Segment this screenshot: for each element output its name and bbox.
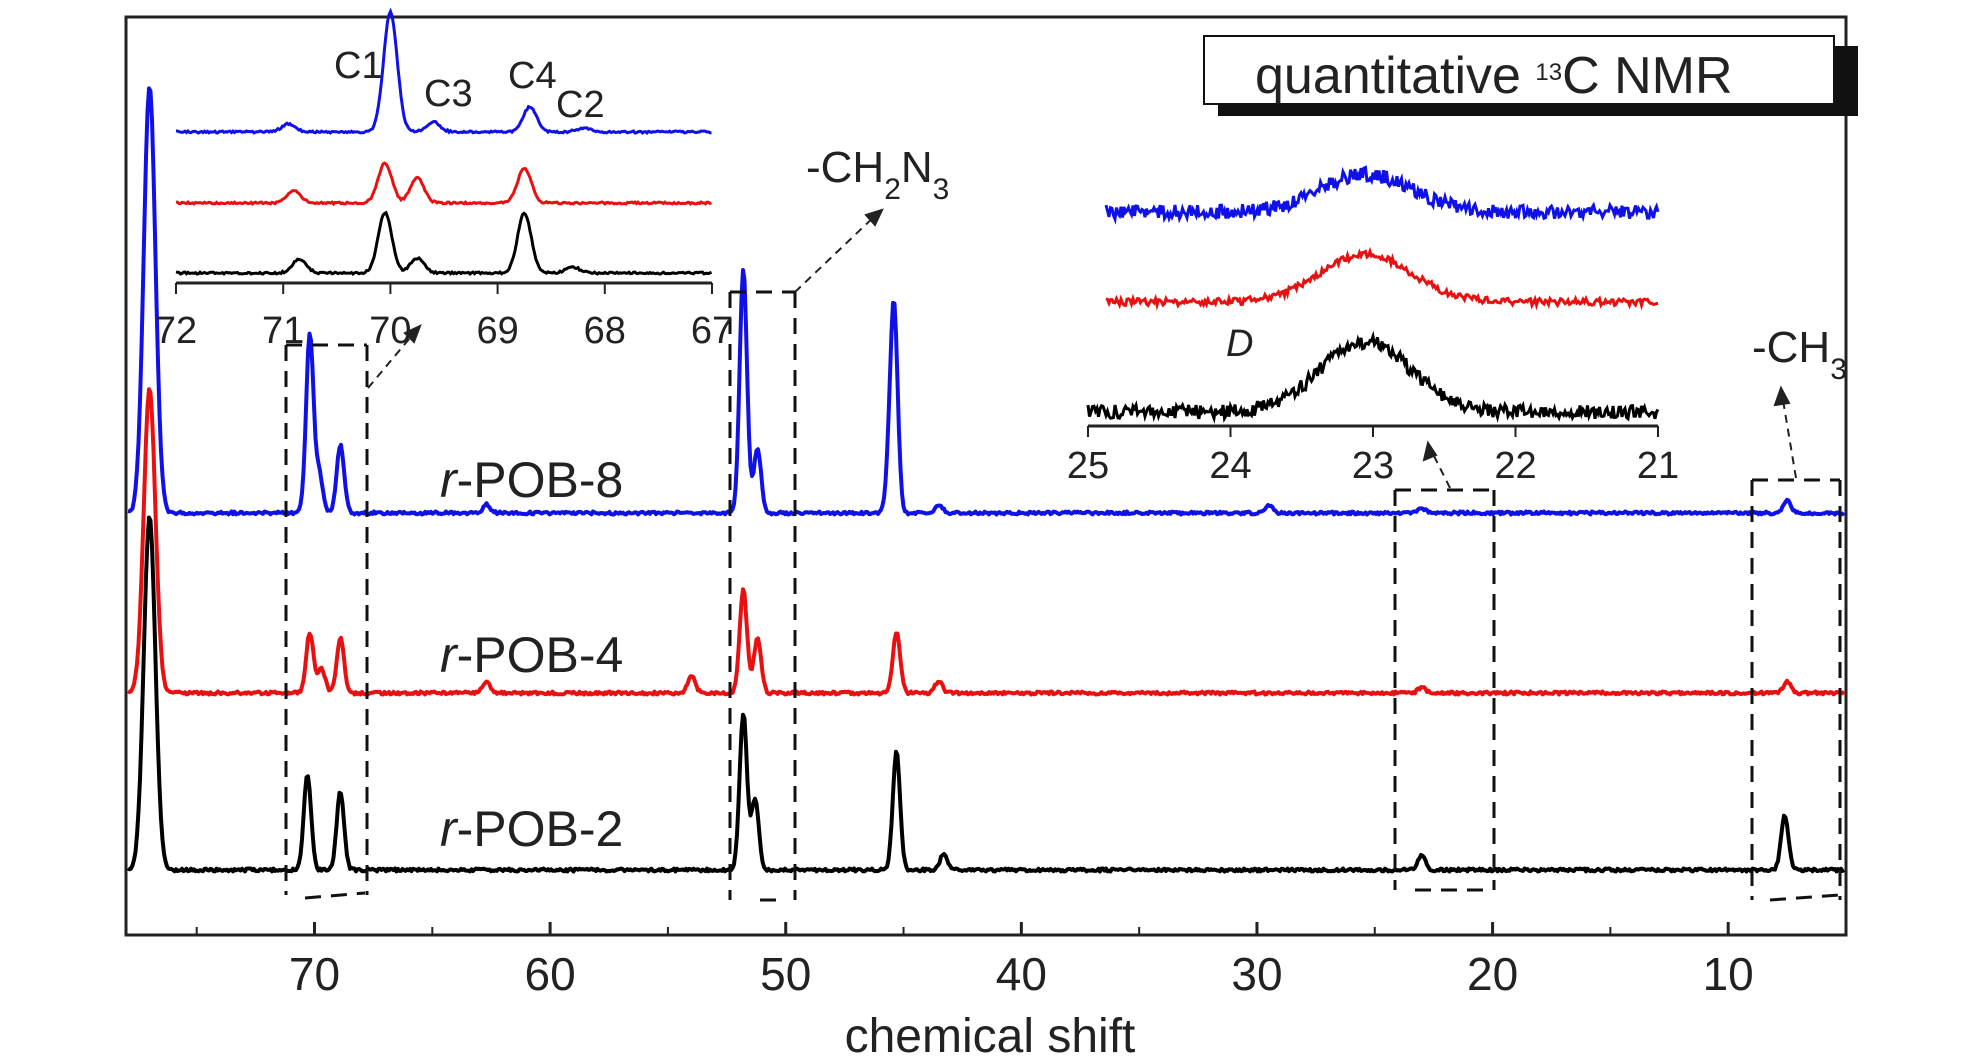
- inset-methylene: 25 24 23 22 21 D: [1067, 138, 1680, 487]
- x-tick-label-50: 50: [760, 948, 811, 1000]
- x-tick-label-10: 10: [1703, 948, 1754, 1000]
- chart-title: quantitative 13C NMR: [1255, 47, 1733, 105]
- inset2-tick-label-25: 25: [1067, 445, 1109, 487]
- inset1-tick-label-71: 71: [262, 310, 304, 352]
- zoom-box-methyl: [1750, 478, 1842, 902]
- inset1-tick-label-70: 70: [369, 310, 411, 352]
- methyl-annotation: -CH3: [1752, 323, 1847, 386]
- zoom-box-ether: [284, 343, 369, 900]
- inset-annotation-d: D: [1226, 323, 1253, 365]
- arrow-azide: [794, 212, 879, 293]
- inset2-tick-label-22: 22: [1494, 445, 1536, 487]
- inset1-tick-label-72: 72: [155, 310, 197, 352]
- title-box: quantitative 13C NMR: [1203, 35, 1858, 116]
- inset2-line-0: [1104, 165, 1660, 225]
- main-series-group: [126, 86, 1846, 874]
- inset1-line-0: [176, 7, 712, 136]
- series-line-2: [126, 515, 1846, 874]
- x-tick-label-60: 60: [525, 948, 576, 1000]
- peak-label-c3: C3: [424, 73, 473, 115]
- series-label-pob2: r-POB-2: [440, 801, 623, 857]
- inset-ether: 72 71 70 69 68 67 C1 C3 C4 C2: [155, 7, 733, 352]
- peak-label-c2: C2: [556, 84, 605, 126]
- series-line-0: [127, 86, 1846, 517]
- inset1-line-1: [175, 161, 712, 207]
- inset2-line-2: [1086, 330, 1660, 424]
- zoom-boxes: [284, 290, 1842, 902]
- inset2-tick-label-21: 21: [1637, 445, 1679, 487]
- inset2-tick-label-23: 23: [1352, 445, 1394, 487]
- peak-label-c1: C1: [334, 45, 383, 87]
- series-line-1: [127, 387, 1846, 697]
- x-axis-title: chemical shift: [845, 1010, 1136, 1063]
- pointer-arrows: [367, 208, 1797, 489]
- arrow-methyl: [1781, 393, 1797, 479]
- x-tick-label-40: 40: [996, 948, 1047, 1000]
- x-tick-label-30: 30: [1231, 948, 1282, 1000]
- peak-label-c4: C4: [508, 55, 557, 97]
- arrow-methylene: [1429, 447, 1451, 489]
- inset2-tick-label-24: 24: [1209, 445, 1251, 487]
- inset1-tick-label-68: 68: [584, 310, 626, 352]
- azide-annotation: -CH2N3: [806, 143, 949, 206]
- x-tick-label-20: 20: [1467, 948, 1518, 1000]
- inset2-line-1: [1105, 246, 1659, 311]
- plot-frame: [124, 15, 1848, 937]
- x-tick-label-70: 70: [289, 948, 340, 1000]
- zoom-box-methylene: [1393, 488, 1496, 892]
- x-axis: 70 60 50 40 30 20 10: [195, 922, 1754, 1000]
- inset1-tick-label-67: 67: [691, 310, 733, 352]
- inset1-line-2: [175, 210, 713, 277]
- series-label-pob4: r-POB-4: [440, 627, 623, 683]
- series-label-pob8: r-POB-8: [440, 452, 623, 508]
- inset1-tick-label-69: 69: [476, 310, 518, 352]
